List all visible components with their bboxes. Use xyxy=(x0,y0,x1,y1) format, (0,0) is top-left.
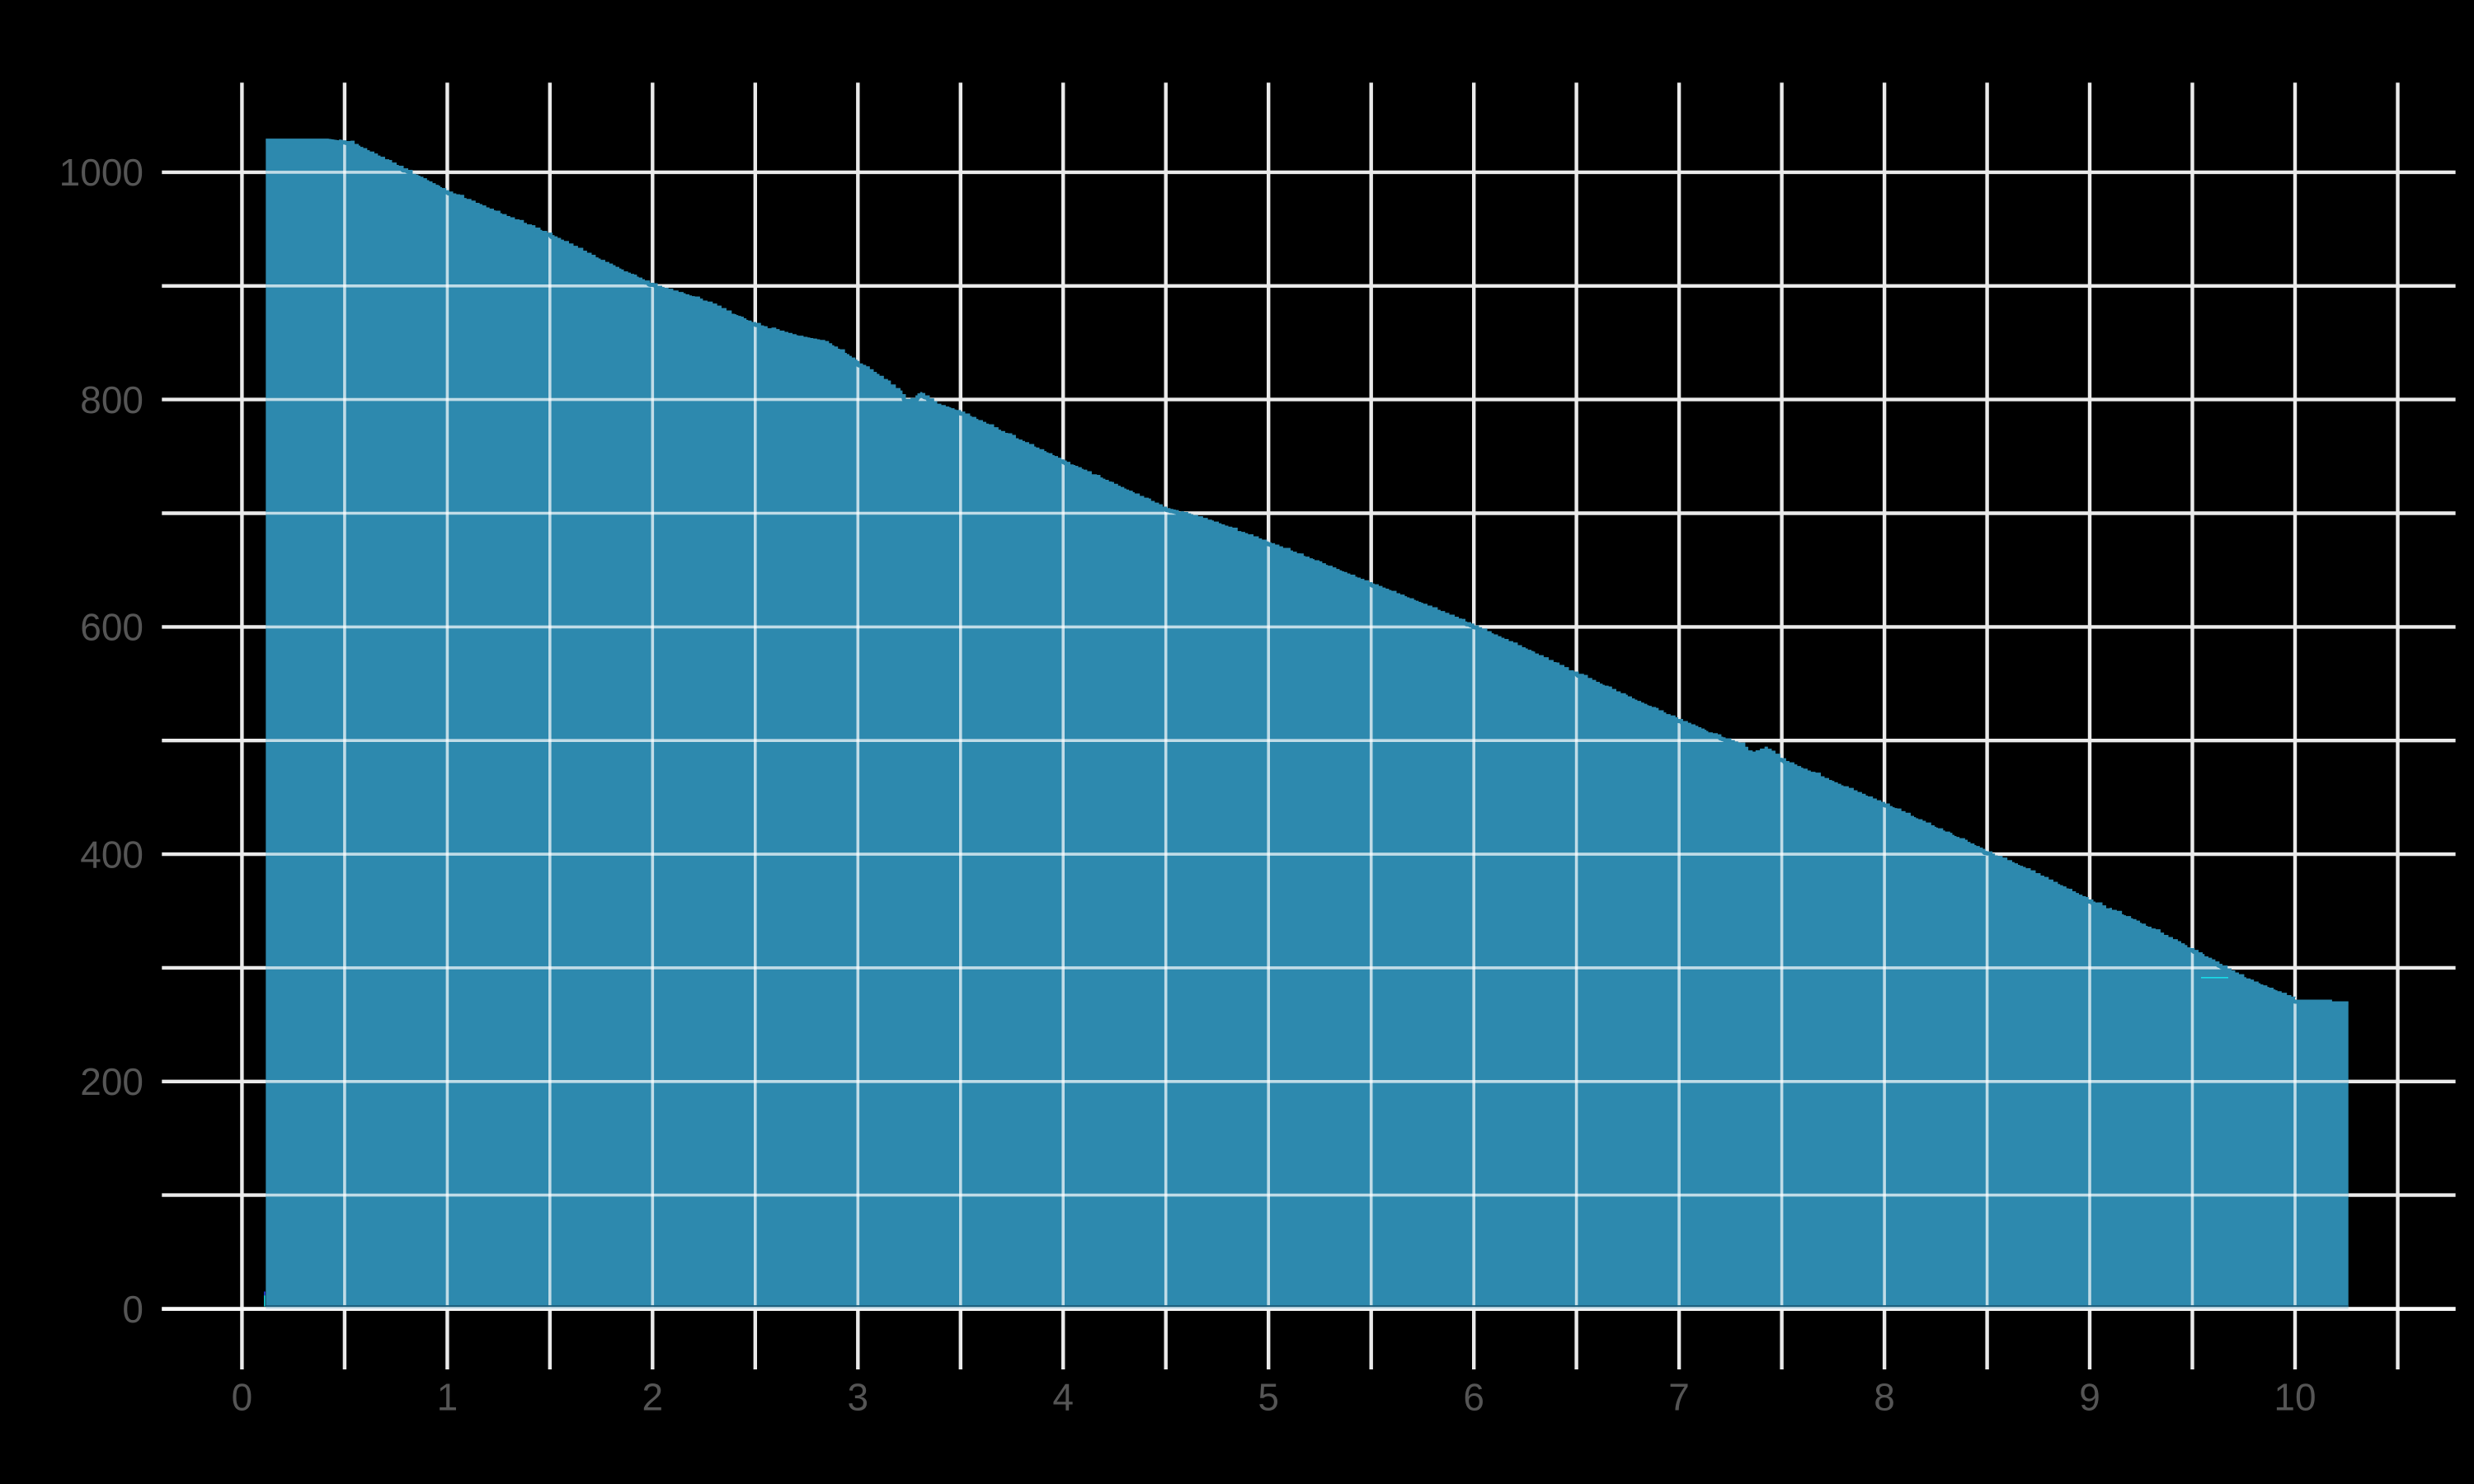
svg-text:200: 200 xyxy=(80,1060,143,1103)
svg-text:600: 600 xyxy=(80,606,143,649)
svg-text:0: 0 xyxy=(122,1288,143,1331)
svg-text:0: 0 xyxy=(232,1375,253,1418)
svg-text:3: 3 xyxy=(848,1375,869,1418)
svg-text:800: 800 xyxy=(80,378,143,421)
svg-text:6: 6 xyxy=(1463,1375,1484,1418)
svg-text:2: 2 xyxy=(642,1375,664,1418)
svg-text:1: 1 xyxy=(437,1375,459,1418)
svg-text:5: 5 xyxy=(1258,1375,1279,1418)
svg-text:7: 7 xyxy=(1668,1375,1690,1418)
svg-text:4: 4 xyxy=(1052,1375,1074,1418)
svg-text:9: 9 xyxy=(2079,1375,2100,1418)
svg-text:8: 8 xyxy=(1874,1375,1895,1418)
svg-text:1000: 1000 xyxy=(59,151,143,194)
svg-text:10: 10 xyxy=(2274,1375,2316,1418)
svg-text:400: 400 xyxy=(80,833,143,876)
